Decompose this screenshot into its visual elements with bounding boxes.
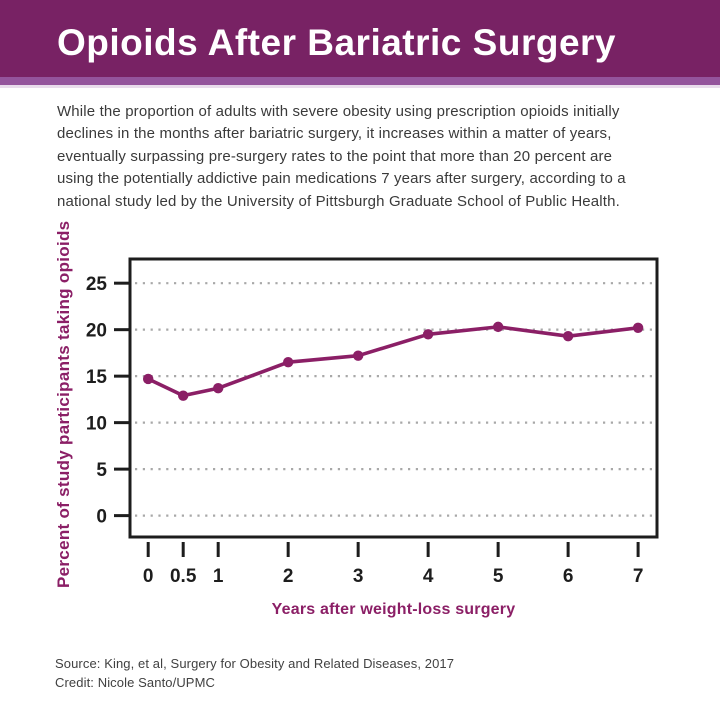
intro-line-1: While the proportion of adults with seve…: [57, 103, 620, 120]
x-tick-label-0: 0: [143, 566, 154, 587]
y-tick-label-15: 15: [86, 367, 108, 388]
y-tick-label-25: 25: [86, 274, 108, 295]
data-point-year-6: [562, 330, 574, 342]
gridlines: [135, 282, 652, 517]
header-banner: Opioids After Bariatric Surgery: [0, 0, 720, 77]
header-stripe-light: [0, 85, 720, 88]
data-point-year-3: [352, 350, 364, 361]
data-point-year-5: [492, 321, 504, 333]
intro-line-2: declines in the months after bariatric s…: [57, 125, 612, 143]
y-axis-ticks: 0 5 10 15 20 25: [86, 274, 130, 528]
x-axis-ticks: 0 0.5 1 2 3 4 5 6 7: [143, 542, 643, 587]
data-point-year-7: [632, 322, 644, 334]
data-point-year-2: [282, 357, 294, 368]
y-tick-label-20: 20: [86, 321, 107, 342]
x-tick-label-2: 2: [283, 566, 294, 587]
x-tick-label-5: 5: [493, 566, 504, 587]
x-tick-label-6: 6: [563, 566, 574, 587]
data-point-year-0.5: [177, 390, 189, 401]
data-point-year-4: [422, 329, 434, 340]
header-stripe: [0, 77, 720, 85]
data-point-year-1: [212, 383, 224, 394]
intro-line-5: national study led by the University of …: [57, 192, 620, 210]
x-tick-label-1: 1: [213, 566, 224, 587]
page-title: Opioids After Bariatric Surgery: [57, 22, 616, 63]
y-tick-label-5: 5: [96, 460, 107, 481]
x-tick-label-4: 4: [423, 566, 434, 587]
intro-paragraph: While the proportion of adults with seve…: [57, 101, 677, 213]
intro-line-3: eventually surpassing pre-surgery rates …: [57, 147, 613, 165]
data-point-year-0: [142, 373, 154, 385]
x-tick-label-3: 3: [353, 566, 364, 587]
credit-text: Credit: Nicole Santo/UPMC: [55, 675, 215, 690]
source-text: Source: King, et al, Surgery for Obesity…: [55, 656, 455, 671]
x-tick-label-7: 7: [633, 566, 644, 587]
y-tick-label-0: 0: [96, 507, 107, 528]
x-axis-title: Years after weight-loss surgery: [271, 601, 516, 618]
intro-line-4: using the potentially addictive pain med…: [57, 170, 626, 188]
x-tick-label-0.5: 0.5: [170, 566, 197, 587]
data-points: [142, 321, 644, 401]
plot-frame: [128, 257, 659, 539]
line-chart: 0 5 10 15 20 25 0 0.5 1 2 3 4 5 6 7: [86, 257, 659, 587]
footer: Source: King, et al, Surgery for Obesity…: [55, 654, 454, 692]
y-tick-label-10: 10: [86, 414, 107, 435]
